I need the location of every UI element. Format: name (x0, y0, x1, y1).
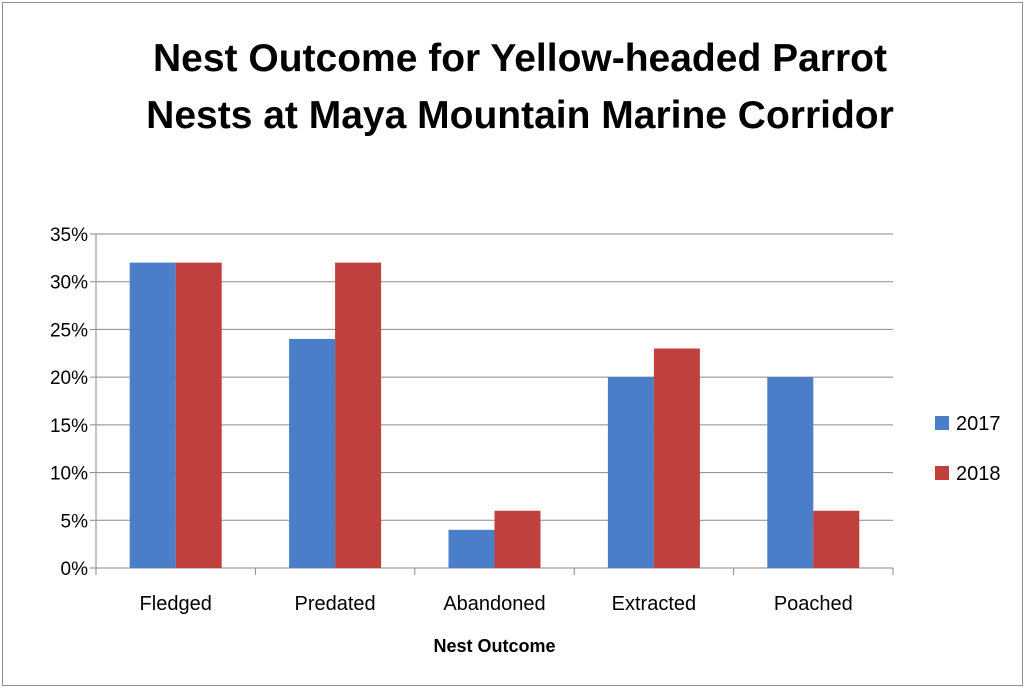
legend-label-2018: 2018 (956, 463, 1001, 485)
y-tick-label: 35% (50, 225, 88, 246)
bar-2018-fledged (175, 262, 222, 568)
y-tick-label: 5% (61, 511, 89, 532)
x-tick-label: Fledged (140, 593, 212, 615)
legend-swatch-2018 (935, 466, 949, 480)
x-tick-label: Poached (774, 593, 853, 615)
bar-2018-predated (335, 262, 382, 568)
bar-2017-fledged (129, 262, 176, 568)
x-tick-label: Abandoned (443, 593, 545, 615)
legend-label-2017: 2017 (956, 413, 1001, 435)
y-tick-label: 10% (50, 464, 88, 485)
bar-2017-abandoned (448, 529, 495, 568)
chart-title: Nest Outcome for Yellow-headed Parrot Ne… (146, 37, 894, 137)
bar-2017-predated (289, 338, 336, 568)
bar-2017-extracted (607, 377, 654, 568)
bar-2017-poached (767, 377, 814, 568)
y-tick-label: 30% (50, 273, 88, 294)
y-tick-label: 15% (50, 416, 88, 437)
y-tick-label: 0% (61, 559, 89, 580)
y-tick-label: 25% (50, 320, 88, 341)
bar-2018-abandoned (494, 510, 541, 568)
legend-swatch-2017 (935, 416, 949, 430)
x-tick-label: Predated (295, 593, 376, 615)
bar-2018-extracted (653, 348, 700, 568)
x-axis-title: Nest Outcome (433, 636, 555, 656)
x-tick-label: Extracted (612, 593, 696, 615)
bar-2018-poached (813, 510, 860, 568)
y-tick-label: 20% (50, 368, 88, 389)
